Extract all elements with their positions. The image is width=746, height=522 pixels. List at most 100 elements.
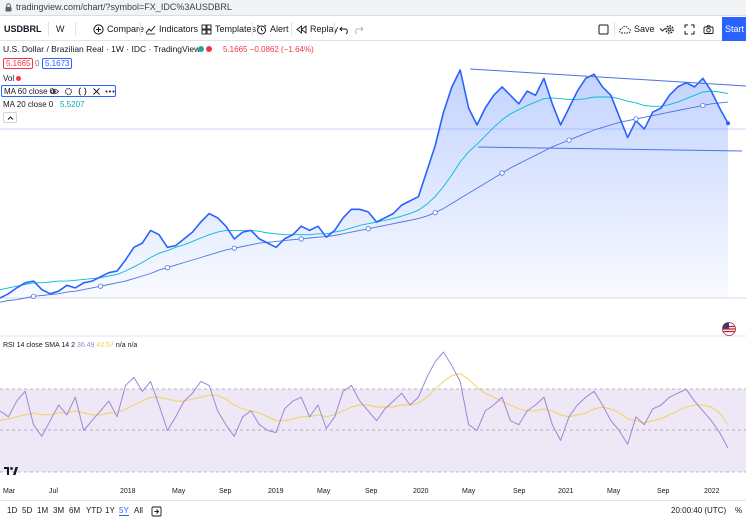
collapse-legend-button[interactable] bbox=[3, 112, 17, 123]
rewind-icon bbox=[296, 24, 307, 34]
ma60-label: MA 60 close 0 bbox=[4, 87, 55, 96]
square-icon bbox=[598, 24, 609, 34]
range-button-1m[interactable]: 1M bbox=[37, 506, 49, 515]
toolbar-divider bbox=[140, 22, 141, 36]
time-axis-label: Sep bbox=[657, 488, 670, 495]
time-axis-label: May bbox=[317, 488, 331, 495]
ma60-marker bbox=[566, 137, 572, 143]
ask-price-box[interactable]: 5.1673 bbox=[42, 58, 73, 69]
last-price-dot bbox=[726, 121, 730, 126]
alarm-clock-icon bbox=[256, 24, 267, 34]
grid-icon bbox=[201, 24, 212, 34]
rsi-na: n/a n/a bbox=[115, 342, 138, 349]
replay-button[interactable]: Replay bbox=[296, 17, 338, 41]
clock[interactable]: 20:00:40 (UTC) bbox=[671, 506, 727, 515]
rsi-label: RSI 14 close SMA 14 2 bbox=[3, 342, 75, 349]
redo-button[interactable] bbox=[353, 17, 367, 41]
toolbar-divider bbox=[48, 22, 49, 36]
us-flag-icon[interactable] bbox=[722, 322, 736, 336]
fullscreen-button[interactable] bbox=[684, 17, 698, 41]
save-button[interactable]: Save bbox=[618, 17, 666, 41]
toolbar-divider bbox=[75, 22, 76, 36]
ma60-marker bbox=[164, 264, 170, 271]
indicators-button[interactable]: Indicators bbox=[145, 17, 198, 41]
cloud-icon bbox=[619, 25, 631, 33]
indicators-icon bbox=[145, 25, 156, 34]
time-axis-label: 2019 bbox=[268, 488, 284, 495]
symbol-search-button[interactable]: USDBRL bbox=[4, 17, 42, 41]
ma20-line bbox=[0, 90, 729, 291]
ma60-marker bbox=[30, 293, 37, 299]
range-button-all[interactable]: All bbox=[134, 506, 143, 515]
gear-icon bbox=[665, 24, 674, 34]
price-chart[interactable] bbox=[0, 41, 746, 521]
layout-button[interactable] bbox=[598, 17, 612, 41]
time-axis-label: Mar bbox=[3, 488, 16, 495]
go-to-date-icon[interactable] bbox=[151, 506, 162, 517]
range-button-1y[interactable]: 1Y bbox=[105, 506, 115, 515]
indicators-label: Indicators bbox=[159, 24, 199, 34]
symbol-label: USDBRL bbox=[4, 24, 42, 34]
range-button-3m[interactable]: 3M bbox=[53, 506, 65, 515]
market-status-icon bbox=[198, 46, 212, 52]
toolbar-divider bbox=[291, 22, 292, 36]
undo-button[interactable] bbox=[339, 17, 353, 41]
rsi-sma-line bbox=[0, 373, 729, 425]
rsi-line bbox=[0, 351, 729, 449]
toolbar-divider bbox=[614, 22, 615, 36]
toolbar-divider bbox=[252, 22, 253, 36]
percent-toggle[interactable]: % bbox=[735, 506, 743, 515]
templates-button[interactable]: Templates bbox=[201, 17, 256, 41]
eye-icon[interactable] bbox=[50, 87, 59, 96]
volume-status-dot bbox=[16, 76, 21, 81]
templates-label: Templates bbox=[215, 24, 257, 34]
interval-button[interactable]: W bbox=[56, 17, 65, 41]
settings-button[interactable] bbox=[664, 17, 678, 41]
rsi-sma-value: 42.57 bbox=[96, 342, 114, 349]
time-axis-label: May bbox=[462, 488, 476, 495]
more-icon[interactable] bbox=[105, 89, 115, 94]
undo-icon bbox=[339, 26, 348, 34]
source-code-icon[interactable] bbox=[78, 87, 87, 96]
range-button-5d[interactable]: 5D bbox=[22, 506, 33, 515]
save-label: Save bbox=[634, 24, 655, 34]
range-button-6m[interactable]: 6M bbox=[69, 506, 81, 515]
url-text[interactable]: tradingview.com/chart/?symbol=FX_IDC%3AU… bbox=[16, 2, 232, 12]
time-axis-label: Jul bbox=[49, 488, 58, 495]
close-icon[interactable] bbox=[92, 87, 101, 96]
redo-icon bbox=[355, 26, 364, 34]
range-button-1d[interactable]: 1D bbox=[7, 506, 18, 515]
ma60-legend-row[interactable]: MA 60 close 0 bbox=[1, 85, 116, 97]
ma60-marker bbox=[97, 283, 104, 289]
price-line bbox=[0, 69, 729, 299]
compare-button[interactable]: Compare bbox=[93, 17, 144, 41]
lock-icon bbox=[5, 3, 12, 12]
alert-label: Alert bbox=[270, 24, 289, 34]
ma60-marker bbox=[499, 170, 505, 176]
browser-address-bar[interactable]: tradingview.com/chart/?symbol=FX_IDC%3AU… bbox=[0, 0, 746, 16]
tradingview-logo[interactable] bbox=[4, 466, 18, 476]
gear-icon[interactable] bbox=[64, 87, 73, 96]
ma20-value: 5.5207 bbox=[60, 100, 85, 109]
price-area bbox=[0, 70, 728, 298]
chart-title: U.S. Dollar / Brazilian Real · 1W · IDC … bbox=[3, 44, 201, 54]
compare-label: Compare bbox=[107, 24, 145, 34]
start-label: Start bbox=[725, 24, 745, 34]
start-button[interactable]: Start bbox=[722, 17, 746, 41]
chart-toolbar: USDBRL W Compare Indicators Templates Al… bbox=[0, 17, 746, 41]
alert-button[interactable]: Alert bbox=[256, 17, 289, 41]
chevron-down-icon bbox=[659, 27, 665, 32]
snapshot-button[interactable] bbox=[703, 17, 717, 41]
trend-channel-upper bbox=[469, 68, 746, 87]
time-axis-label: 2018 bbox=[120, 488, 136, 495]
range-button-ytd[interactable]: YTD bbox=[86, 506, 102, 515]
time-axis-label: Sep bbox=[513, 488, 526, 495]
time-axis-label: Sep bbox=[219, 488, 232, 495]
bid-price-box[interactable]: 5.1665 bbox=[3, 58, 34, 69]
time-axis-label: Sep bbox=[365, 488, 378, 495]
time-axis-label: May bbox=[607, 488, 621, 495]
fullscreen-icon bbox=[684, 24, 695, 34]
range-button-5y[interactable]: 5Y bbox=[119, 506, 129, 516]
rsi-legend: RSI 14 close SMA 14 2 36.49 42.57 n/a n/… bbox=[3, 342, 137, 349]
ma60-marker bbox=[633, 116, 639, 122]
